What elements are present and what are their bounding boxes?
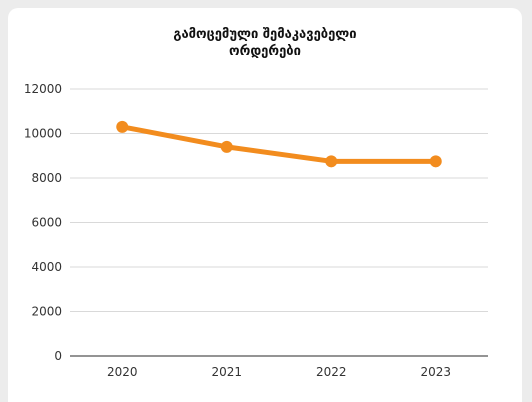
data-point-2020 <box>116 120 129 133</box>
chart-title-line-1: გამოცემული შემაკავებელი <box>173 27 357 42</box>
y-tick-label-10000: 10000 <box>24 127 62 141</box>
series-layer <box>116 120 442 168</box>
x-tick-label-2023: 2023 <box>420 365 451 379</box>
data-point-2022 <box>325 155 338 168</box>
chart-card: გამოცემული შემაკავებელი ორდერები <box>8 8 522 402</box>
chart-title: გამოცემული შემაკავებელი ორდერები <box>8 26 522 60</box>
data-point-2023 <box>429 155 442 168</box>
y-tick-label-6000: 6000 <box>31 216 62 230</box>
x-tick-label-2021: 2021 <box>211 365 242 379</box>
series-line <box>119 124 439 164</box>
x-tick-label-2020: 2020 <box>107 365 138 379</box>
y-tick-label-2000: 2000 <box>31 305 62 319</box>
y-tick-label-8000: 8000 <box>31 171 62 185</box>
y-tick-label-0: 0 <box>54 349 62 363</box>
x-tick-label-2022: 2022 <box>316 365 347 379</box>
y-tick-label-12000: 12000 <box>24 82 62 96</box>
data-point-2021 <box>220 140 233 153</box>
grid-lines <box>70 88 488 312</box>
y-tick-label-4000: 4000 <box>31 260 62 274</box>
chart-title-line-2: ორდერები <box>229 44 301 59</box>
x-axis-tick-labels: 2020 2021 2022 2023 <box>107 365 451 379</box>
y-axis-tick-labels: 0 2000 4000 6000 8000 10000 12000 <box>24 82 62 363</box>
